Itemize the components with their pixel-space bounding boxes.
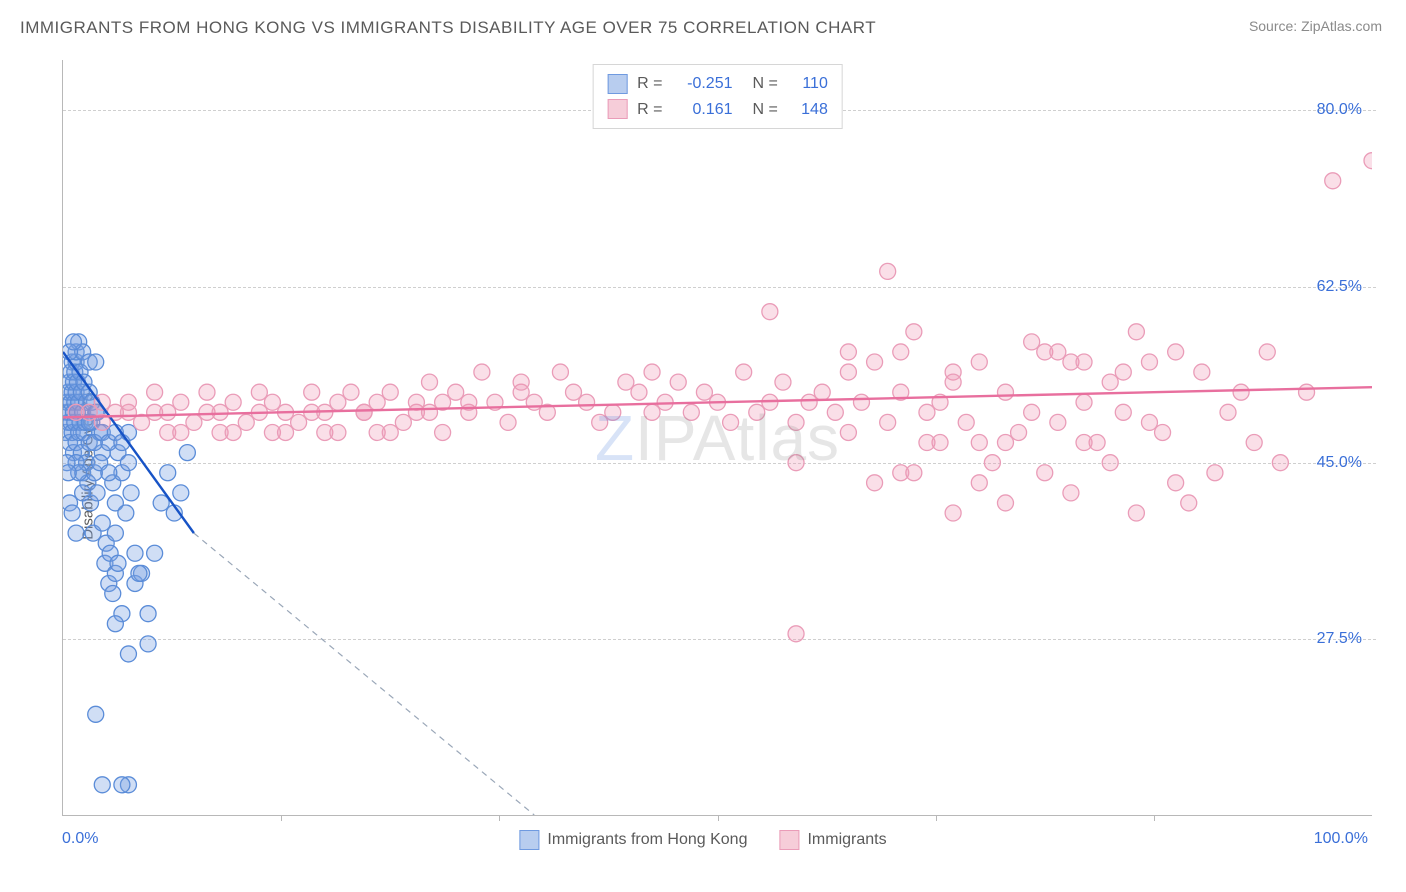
legend-label-hk: Immigrants from Hong Kong: [547, 831, 747, 849]
legend-stats-row-imm: R = 0.161 N = 148: [607, 97, 828, 123]
legend-series: Immigrants from Hong Kong Immigrants: [519, 830, 886, 850]
n-label: N =: [753, 71, 778, 97]
x-tick-mark: [936, 815, 937, 821]
r-value-hk: -0.251: [673, 71, 733, 97]
trend-lines-layer: [63, 60, 1372, 815]
trend-line-hk: [63, 352, 194, 533]
swatch-hk: [519, 830, 539, 850]
x-tick-mark: [281, 815, 282, 821]
r-label: R =: [637, 71, 662, 97]
x-tick-mark: [718, 815, 719, 821]
trend-line-imm: [63, 387, 1372, 417]
legend-item-hk: Immigrants from Hong Kong: [519, 830, 747, 850]
x-tick-max: 100.0%: [1314, 830, 1368, 848]
n-value-imm: 148: [788, 97, 828, 123]
legend-stats-row-hk: R = -0.251 N = 110: [607, 71, 828, 97]
x-tick-mark: [499, 815, 500, 821]
swatch-imm: [779, 830, 799, 850]
x-tick-mark: [1154, 815, 1155, 821]
x-tick-min: 0.0%: [62, 830, 98, 848]
source-label: Source:: [1249, 18, 1297, 34]
plot-area: R = -0.251 N = 110 R = 0.161 N = 148 ZIP…: [62, 60, 1372, 816]
source-attribution: Source: ZipAtlas.com: [1249, 18, 1382, 34]
r-value-imm: 0.161: [673, 97, 733, 123]
legend-item-imm: Immigrants: [779, 830, 886, 850]
correlation-chart: Disability Age Over 75 R = -0.251 N = 11…: [20, 56, 1386, 876]
source-link[interactable]: ZipAtlas.com: [1301, 18, 1382, 34]
swatch-hk: [607, 74, 627, 94]
n-label: N =: [753, 97, 778, 123]
n-value-hk: 110: [788, 71, 828, 97]
legend-stats: R = -0.251 N = 110 R = 0.161 N = 148: [592, 64, 843, 129]
swatch-imm: [607, 99, 627, 119]
r-label: R =: [637, 97, 662, 123]
chart-title: IMMIGRANTS FROM HONG KONG VS IMMIGRANTS …: [20, 18, 876, 38]
legend-label-imm: Immigrants: [807, 831, 886, 849]
trend-line-extrapolation-hk: [194, 533, 534, 815]
